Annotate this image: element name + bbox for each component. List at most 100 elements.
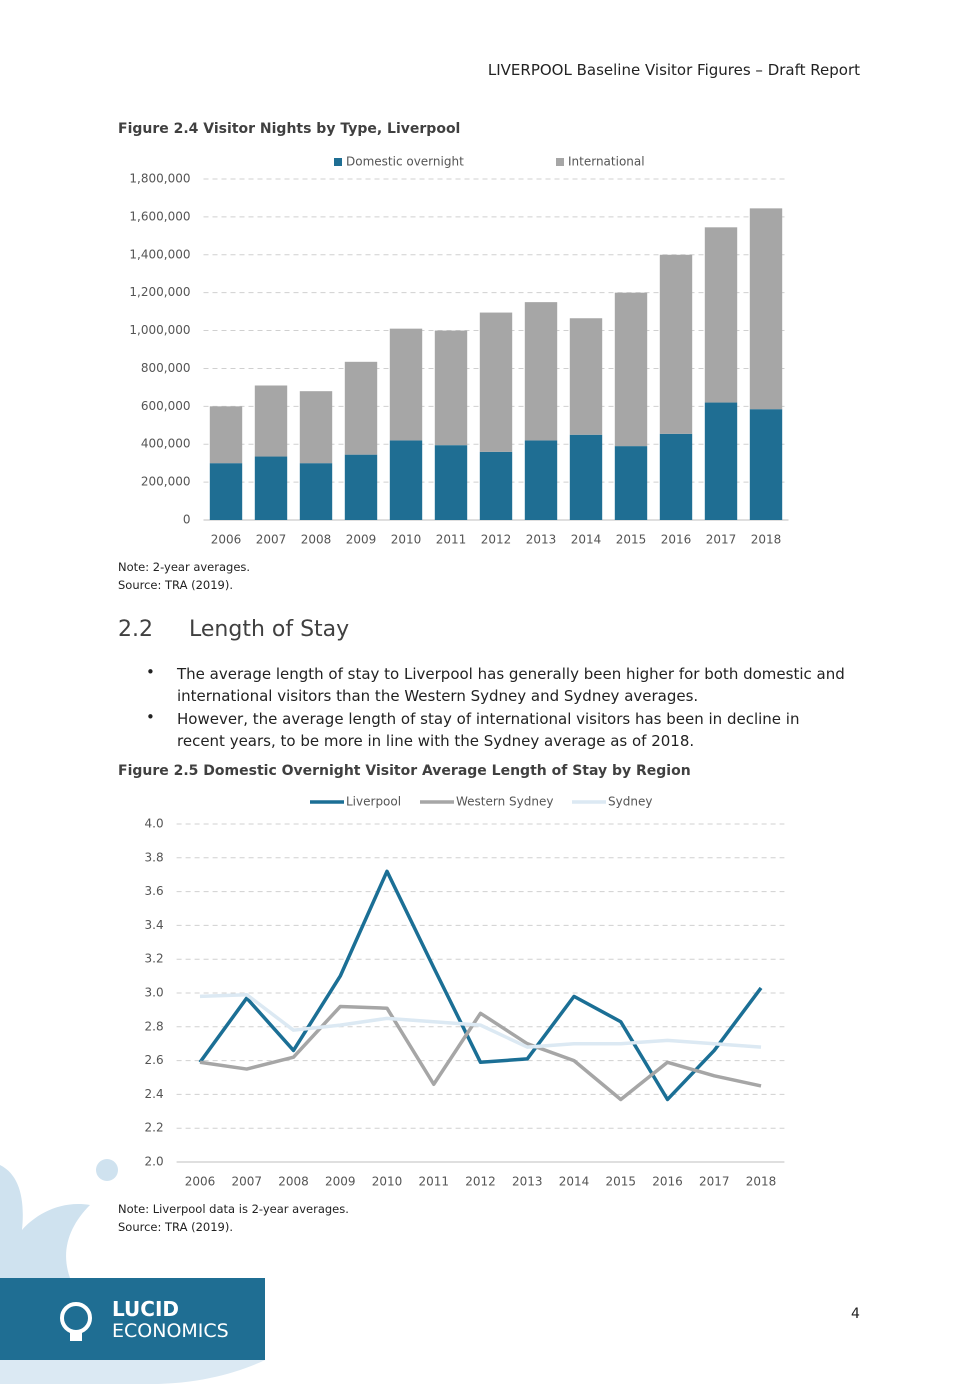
splash xyxy=(0,1360,265,1384)
logo-box xyxy=(0,1278,265,1360)
bullet: The average length of stay to Liverpool … xyxy=(177,665,845,705)
page-number: 4 xyxy=(851,1306,860,1322)
bar xyxy=(524,440,558,520)
x-tick-label: 2012 xyxy=(465,1175,496,1189)
x-tick-label: 2007 xyxy=(231,1175,262,1189)
y-tick-label: 1,800,000 xyxy=(129,172,190,186)
x-tick-label: 2011 xyxy=(418,1175,449,1189)
bar xyxy=(434,445,468,520)
section-title: Length of Stay xyxy=(189,617,350,642)
y-tick-label: 0 xyxy=(183,513,191,527)
bar xyxy=(389,328,423,441)
bar xyxy=(569,318,603,435)
y-tick-label: 400,000 xyxy=(141,437,191,451)
y-tick-label: 600,000 xyxy=(141,399,191,413)
bullet: However, the average length of stay of i… xyxy=(177,710,800,750)
note: Source: TRA (2019). xyxy=(118,1220,233,1234)
bar xyxy=(659,254,693,434)
line xyxy=(198,869,763,1102)
bullet-dot: • xyxy=(146,708,155,726)
bar xyxy=(614,446,648,520)
bar xyxy=(659,433,693,520)
y-tick-label: 1,600,000 xyxy=(129,209,190,223)
bullet-dot: • xyxy=(146,663,155,681)
x-tick-label: 2006 xyxy=(185,1175,216,1189)
bar xyxy=(749,208,783,410)
note: Note: Liverpool data is 2-year averages. xyxy=(118,1202,349,1216)
bar xyxy=(254,456,288,520)
x-tick-label: 2008 xyxy=(301,533,332,547)
x-tick-label: 2011 xyxy=(436,533,467,547)
x-tick-label: 2010 xyxy=(372,1175,403,1189)
legend-label: Sydney xyxy=(608,795,652,809)
x-tick-label: 2015 xyxy=(605,1175,636,1189)
header: LIVERPOOL Baseline Visitor Figures – Dra… xyxy=(487,61,860,79)
y-tick-label: 3.8 xyxy=(145,850,164,864)
x-tick-label: 2010 xyxy=(391,533,422,547)
legend-swatch xyxy=(556,158,564,166)
x-tick-label: 2017 xyxy=(706,533,737,547)
splash-dot xyxy=(96,1159,118,1181)
y-tick-label: 2.2 xyxy=(145,1121,164,1135)
x-tick-label: 2009 xyxy=(325,1175,356,1189)
x-tick-label: 2008 xyxy=(278,1175,309,1189)
logo-icon xyxy=(70,1333,82,1341)
y-tick-label: 1,400,000 xyxy=(129,247,190,261)
x-tick-label: 2014 xyxy=(559,1175,590,1189)
y-tick-label: 2.8 xyxy=(145,1019,164,1033)
y-tick-label: 1,200,000 xyxy=(129,285,190,299)
bar xyxy=(434,330,468,446)
y-tick-label: 2.0 xyxy=(145,1155,164,1169)
logo-icon xyxy=(60,1302,92,1334)
logo-top: LUCID xyxy=(112,1297,179,1321)
legend-label: Domestic overnight xyxy=(346,155,464,169)
legend-swatch xyxy=(334,158,342,166)
bar xyxy=(749,409,783,520)
note: Note: 2-year averages. xyxy=(118,560,251,574)
y-tick-label: 1,000,000 xyxy=(129,323,190,337)
bar xyxy=(209,463,243,520)
y-tick-label: 3.2 xyxy=(145,952,164,966)
y-tick-label: 2.6 xyxy=(145,1053,164,1067)
legend-label: Liverpool xyxy=(346,795,401,809)
line xyxy=(199,992,762,1049)
figure-title: Figure 2.4 Visitor Nights by Type, Liver… xyxy=(118,121,461,137)
bar xyxy=(614,292,648,447)
bar xyxy=(344,454,378,520)
x-tick-label: 2017 xyxy=(699,1175,730,1189)
logo-bottom: ECONOMICS xyxy=(112,1320,229,1342)
bar xyxy=(299,463,333,520)
bar xyxy=(209,406,243,464)
y-tick-label: 3.6 xyxy=(145,884,164,898)
x-tick-label: 2016 xyxy=(661,533,692,547)
bar xyxy=(479,312,513,452)
x-tick-label: 2018 xyxy=(751,533,782,547)
figure-title: Figure 2.5 Domestic Overnight Visitor Av… xyxy=(118,763,691,779)
section-number: 2.2 xyxy=(118,617,153,642)
y-tick-label: 800,000 xyxy=(141,361,191,375)
y-tick-label: 2.4 xyxy=(145,1087,164,1101)
line xyxy=(199,1004,762,1102)
x-tick-label: 2016 xyxy=(652,1175,683,1189)
legend-label: Western Sydney xyxy=(456,795,553,809)
bar xyxy=(344,361,378,455)
x-tick-label: 2013 xyxy=(526,533,557,547)
bar xyxy=(569,434,603,520)
bar xyxy=(704,227,738,403)
x-tick-label: 2015 xyxy=(616,533,647,547)
splash xyxy=(0,1165,90,1278)
legend-label: International xyxy=(568,155,645,169)
y-tick-label: 3.0 xyxy=(145,986,164,1000)
bar xyxy=(479,451,513,520)
x-tick-label: 2013 xyxy=(512,1175,543,1189)
y-tick-label: 4.0 xyxy=(145,817,164,831)
bar xyxy=(389,440,423,520)
x-tick-label: 2012 xyxy=(481,533,512,547)
bar xyxy=(299,391,333,464)
y-tick-label: 3.4 xyxy=(145,918,164,932)
bar xyxy=(524,302,558,441)
bar xyxy=(254,385,288,457)
note: Source: TRA (2019). xyxy=(118,578,233,592)
